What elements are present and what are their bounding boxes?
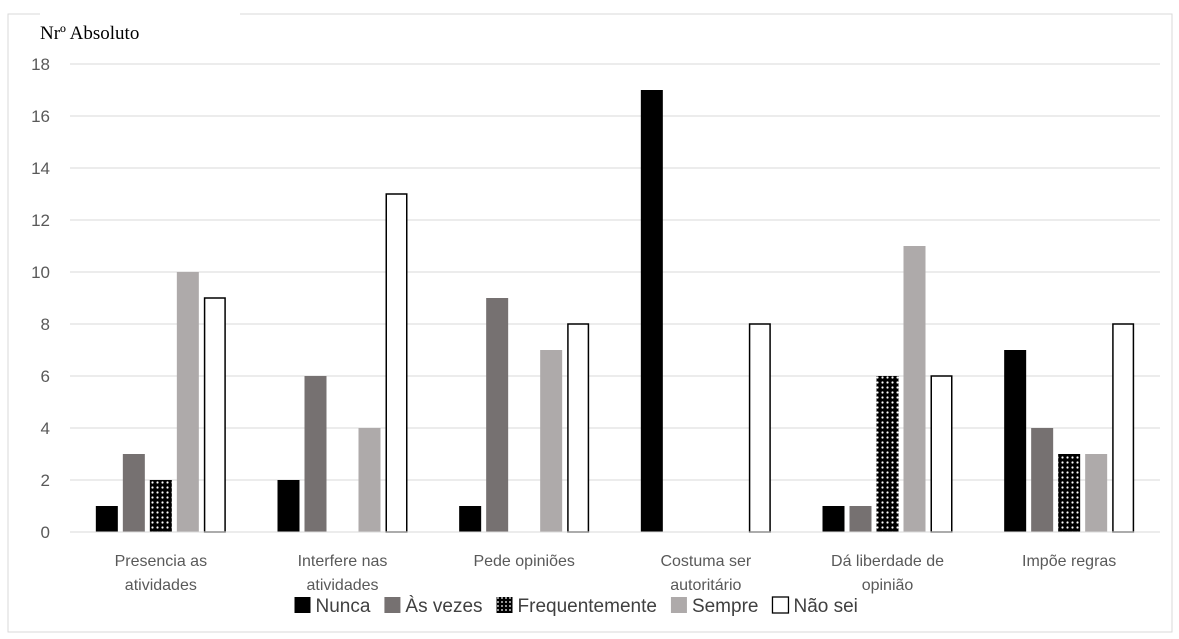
legend-swatch (496, 597, 513, 613)
legend-label: Sempre (692, 596, 759, 617)
bar-nunca (459, 506, 482, 532)
x-axis-categories: Presencia as atividades Interfere nas ativi… (115, 553, 1117, 594)
x-tick-label: Presencia as (115, 553, 208, 570)
y-tick-label: 16 (31, 107, 50, 126)
bar--s-vezes (304, 376, 327, 532)
y-tick-label: 2 (41, 471, 50, 490)
chart-frame (7, 13, 1173, 633)
bar-nunca (277, 480, 300, 532)
bar-n-o-sei (203, 297, 226, 533)
bar-sempre (540, 350, 563, 532)
y-tick-label: 4 (41, 419, 50, 438)
y-tick-label: 14 (31, 159, 50, 178)
bar-nunca (822, 506, 845, 532)
bar-nunca (1004, 350, 1027, 532)
y-tick-label: 10 (31, 263, 50, 282)
legend-label: Não sei (793, 596, 857, 617)
bar--s-vezes (486, 298, 509, 532)
bar-n-o-sei (385, 193, 408, 533)
legend-label: Às vezes (405, 596, 482, 617)
bar-n-o-sei (930, 375, 953, 533)
x-tick-label: Costuma ser (660, 553, 751, 570)
x-tick-label: atividades (306, 577, 378, 594)
y-tick-label: 12 (31, 211, 50, 230)
x-tick-label: opinião (862, 577, 914, 594)
legend-swatch (771, 596, 790, 614)
bar--s-vezes (849, 506, 872, 532)
bar-sempre (903, 246, 926, 532)
bar-sempre (176, 272, 199, 532)
legend-swatch (384, 597, 401, 613)
bar-n-o-sei (567, 323, 590, 533)
x-tick-label: Impõe regras (1022, 553, 1116, 570)
legend-swatch (670, 597, 687, 613)
bar-n-o-sei (1112, 323, 1135, 533)
x-tick-label: Pede opiniões (473, 553, 574, 570)
bar-sempre (358, 428, 381, 532)
bar-sempre (1085, 454, 1108, 532)
bars (95, 90, 1135, 533)
y-axis-ticks: 0 2 4 6 8 10 12 14 16 18 (31, 55, 50, 542)
y-tick-label: 6 (41, 367, 50, 386)
x-tick-label: Dá liberdade de (831, 553, 944, 570)
legend-swatch (294, 597, 311, 613)
y-axis-label: Nrº Absoluto (40, 23, 139, 44)
y-tick-label: 18 (31, 55, 50, 74)
bar-nunca (95, 506, 118, 532)
bar-frequentemente (876, 376, 899, 532)
bar-frequentemente (149, 480, 172, 532)
bar-nunca (640, 90, 663, 532)
y-tick-label: 0 (41, 523, 50, 542)
legend-label: Frequentemente (518, 596, 657, 617)
y-tick-label: 8 (41, 315, 50, 334)
x-tick-label: autoritário (670, 577, 741, 594)
bar--s-vezes (122, 454, 145, 532)
legend: Nunca Às vezes Frequentemente Sempre Não sei (294, 596, 858, 617)
bar-frequentemente (1058, 454, 1081, 532)
x-tick-label: Interfere nas (298, 553, 388, 570)
legend-label: Nunca (316, 596, 371, 617)
bar--s-vezes (1031, 428, 1054, 532)
bar-n-o-sei (748, 323, 771, 533)
x-tick-label: atividades (125, 577, 197, 594)
gridlines (70, 63, 1160, 481)
